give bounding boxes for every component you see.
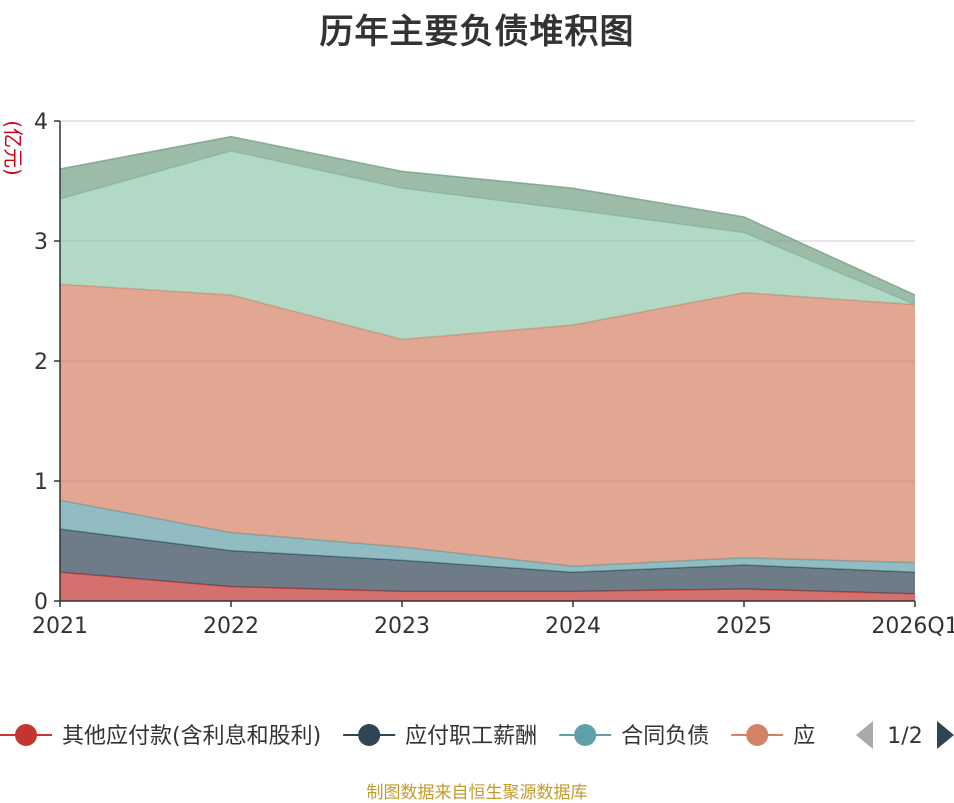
data-source-note: 制图数据来自恒生聚源数据库: [366, 783, 588, 803]
x-tick-label: 2024: [545, 614, 601, 639]
legend-next-icon[interactable]: [937, 721, 954, 749]
area-series-line-5: [59, 135, 916, 296]
area-series-4: [60, 151, 915, 340]
y-tick-label: 0: [34, 590, 48, 615]
legend-item-2[interactable]: 合同负债: [621, 724, 709, 749]
y-tick-label: 1: [34, 470, 48, 495]
x-tick-label: 2026Q1: [871, 614, 954, 639]
area-series-3: [60, 284, 915, 567]
x-tick-label: 2025: [716, 614, 772, 639]
legend-prev-icon[interactable]: [856, 721, 873, 749]
y-tick-label: 4: [34, 110, 48, 135]
legend-item-0[interactable]: 其他应付款(含利息和股利): [62, 724, 321, 749]
chart-title: 历年主要负债堆积图: [319, 12, 635, 52]
x-tick-label: 2022: [203, 614, 259, 639]
legend-marker-0[interactable]: [15, 724, 37, 746]
legend-marker-1[interactable]: [358, 724, 381, 746]
area-series-2: [60, 500, 915, 573]
area-series-1: [60, 529, 915, 594]
legend-item-1[interactable]: 应付职工薪酬: [405, 724, 537, 749]
legend-item-3[interactable]: 应: [793, 724, 815, 749]
legend-marker-3[interactable]: [746, 724, 769, 746]
y-axis-label: (亿元): [1, 120, 25, 176]
x-tick-label: 2023: [374, 614, 430, 639]
legend-marker-2[interactable]: [574, 724, 597, 746]
y-tick-label: 3: [34, 230, 48, 255]
area-series-0: [60, 572, 915, 601]
x-tick-label: 2021: [32, 614, 88, 639]
legend-page-indicator: 1/2: [887, 724, 922, 749]
y-tick-label: 2: [34, 350, 48, 375]
